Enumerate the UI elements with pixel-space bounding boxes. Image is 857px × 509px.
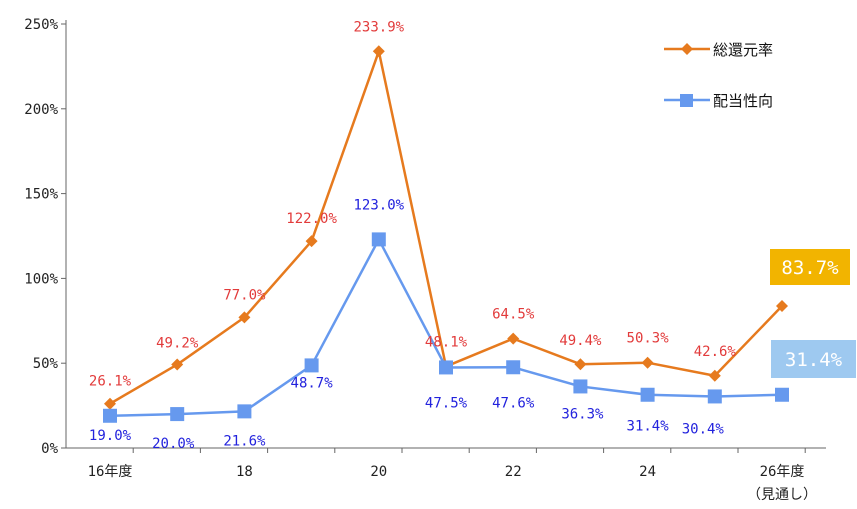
legend-label: 総還元率: [713, 41, 773, 59]
callout-box: [771, 340, 856, 378]
callout-label: 83.7%: [781, 257, 839, 279]
callout-label: 31.4%: [785, 349, 843, 371]
data-point: [439, 360, 453, 375]
y-tick-label: 50%: [33, 356, 59, 372]
data-label: 42.6%: [694, 344, 737, 360]
data-label: 48.7%: [291, 375, 334, 391]
x-tick-label: 16年度: [88, 464, 133, 480]
data-label: 64.5%: [492, 307, 535, 323]
y-tick-label: 150%: [24, 187, 58, 203]
data-label: 49.4%: [559, 333, 602, 349]
data-label: 19.0%: [89, 428, 132, 444]
data-point: [708, 369, 721, 382]
data-point: [170, 407, 185, 422]
data-point: [371, 232, 386, 247]
series-layer: [103, 45, 789, 423]
data-label: 21.6%: [223, 433, 266, 449]
data-point: [103, 408, 117, 423]
data-point: [506, 360, 521, 375]
data-point: [640, 387, 655, 402]
data-label: 20.0%: [152, 436, 195, 452]
data-label: 77.0%: [223, 287, 266, 303]
legend-label: 配当性向: [713, 92, 773, 110]
x-tick-label: 20: [370, 464, 387, 480]
data-point: [372, 45, 385, 58]
data-label: 31.4%: [627, 419, 670, 435]
data-point: [507, 332, 520, 345]
data-label: 122.0%: [286, 211, 337, 227]
data-point: [104, 397, 116, 410]
y-tick-label: 100%: [24, 271, 58, 287]
data-point: [775, 387, 789, 402]
data-point: [304, 358, 319, 373]
axes: 0% 50% 100% 150% 200% 250% 16年度 18 20 22 24 26年度 （見通…: [24, 17, 826, 503]
legend-marker: [681, 43, 693, 55]
x-tick-label: 24: [639, 464, 656, 480]
y-tick-label: 250%: [24, 17, 58, 33]
legend-marker: [680, 94, 693, 107]
data-label: 48.1%: [425, 334, 468, 350]
series-line-1: [109, 238, 783, 418]
data-point: [305, 235, 318, 248]
data-label: 36.3%: [561, 406, 604, 422]
data-labels: 26.1% 49.2% 77.0% 122.0% 233.9% 48.1% 64.5% 49.…: [89, 19, 856, 452]
data-point: [707, 389, 722, 404]
data-label: 30.4%: [682, 421, 725, 437]
data-point: [574, 358, 587, 371]
x-tick-label: 22: [505, 464, 522, 480]
data-label: 49.2%: [156, 336, 199, 352]
data-point: [238, 311, 251, 324]
data-point: [237, 404, 252, 419]
data-label: 47.5%: [425, 395, 468, 411]
data-label: 47.6%: [492, 395, 535, 411]
data-label: 50.3%: [627, 331, 670, 347]
data-point: [573, 379, 588, 394]
y-tick-label: 200%: [24, 102, 58, 118]
data-label: 233.9%: [354, 19, 405, 35]
data-label: 123.0%: [354, 197, 405, 213]
x-sub-label: （見通し）: [747, 487, 817, 503]
callout-box: [770, 249, 850, 285]
y-tick-label: 0%: [41, 441, 58, 457]
x-tick-label: 26年度: [760, 464, 805, 480]
data-point: [641, 356, 654, 369]
data-label: 26.1%: [89, 374, 132, 390]
x-tick-label: 18: [236, 464, 253, 480]
data-point: [776, 300, 788, 313]
data-point: [171, 358, 184, 371]
